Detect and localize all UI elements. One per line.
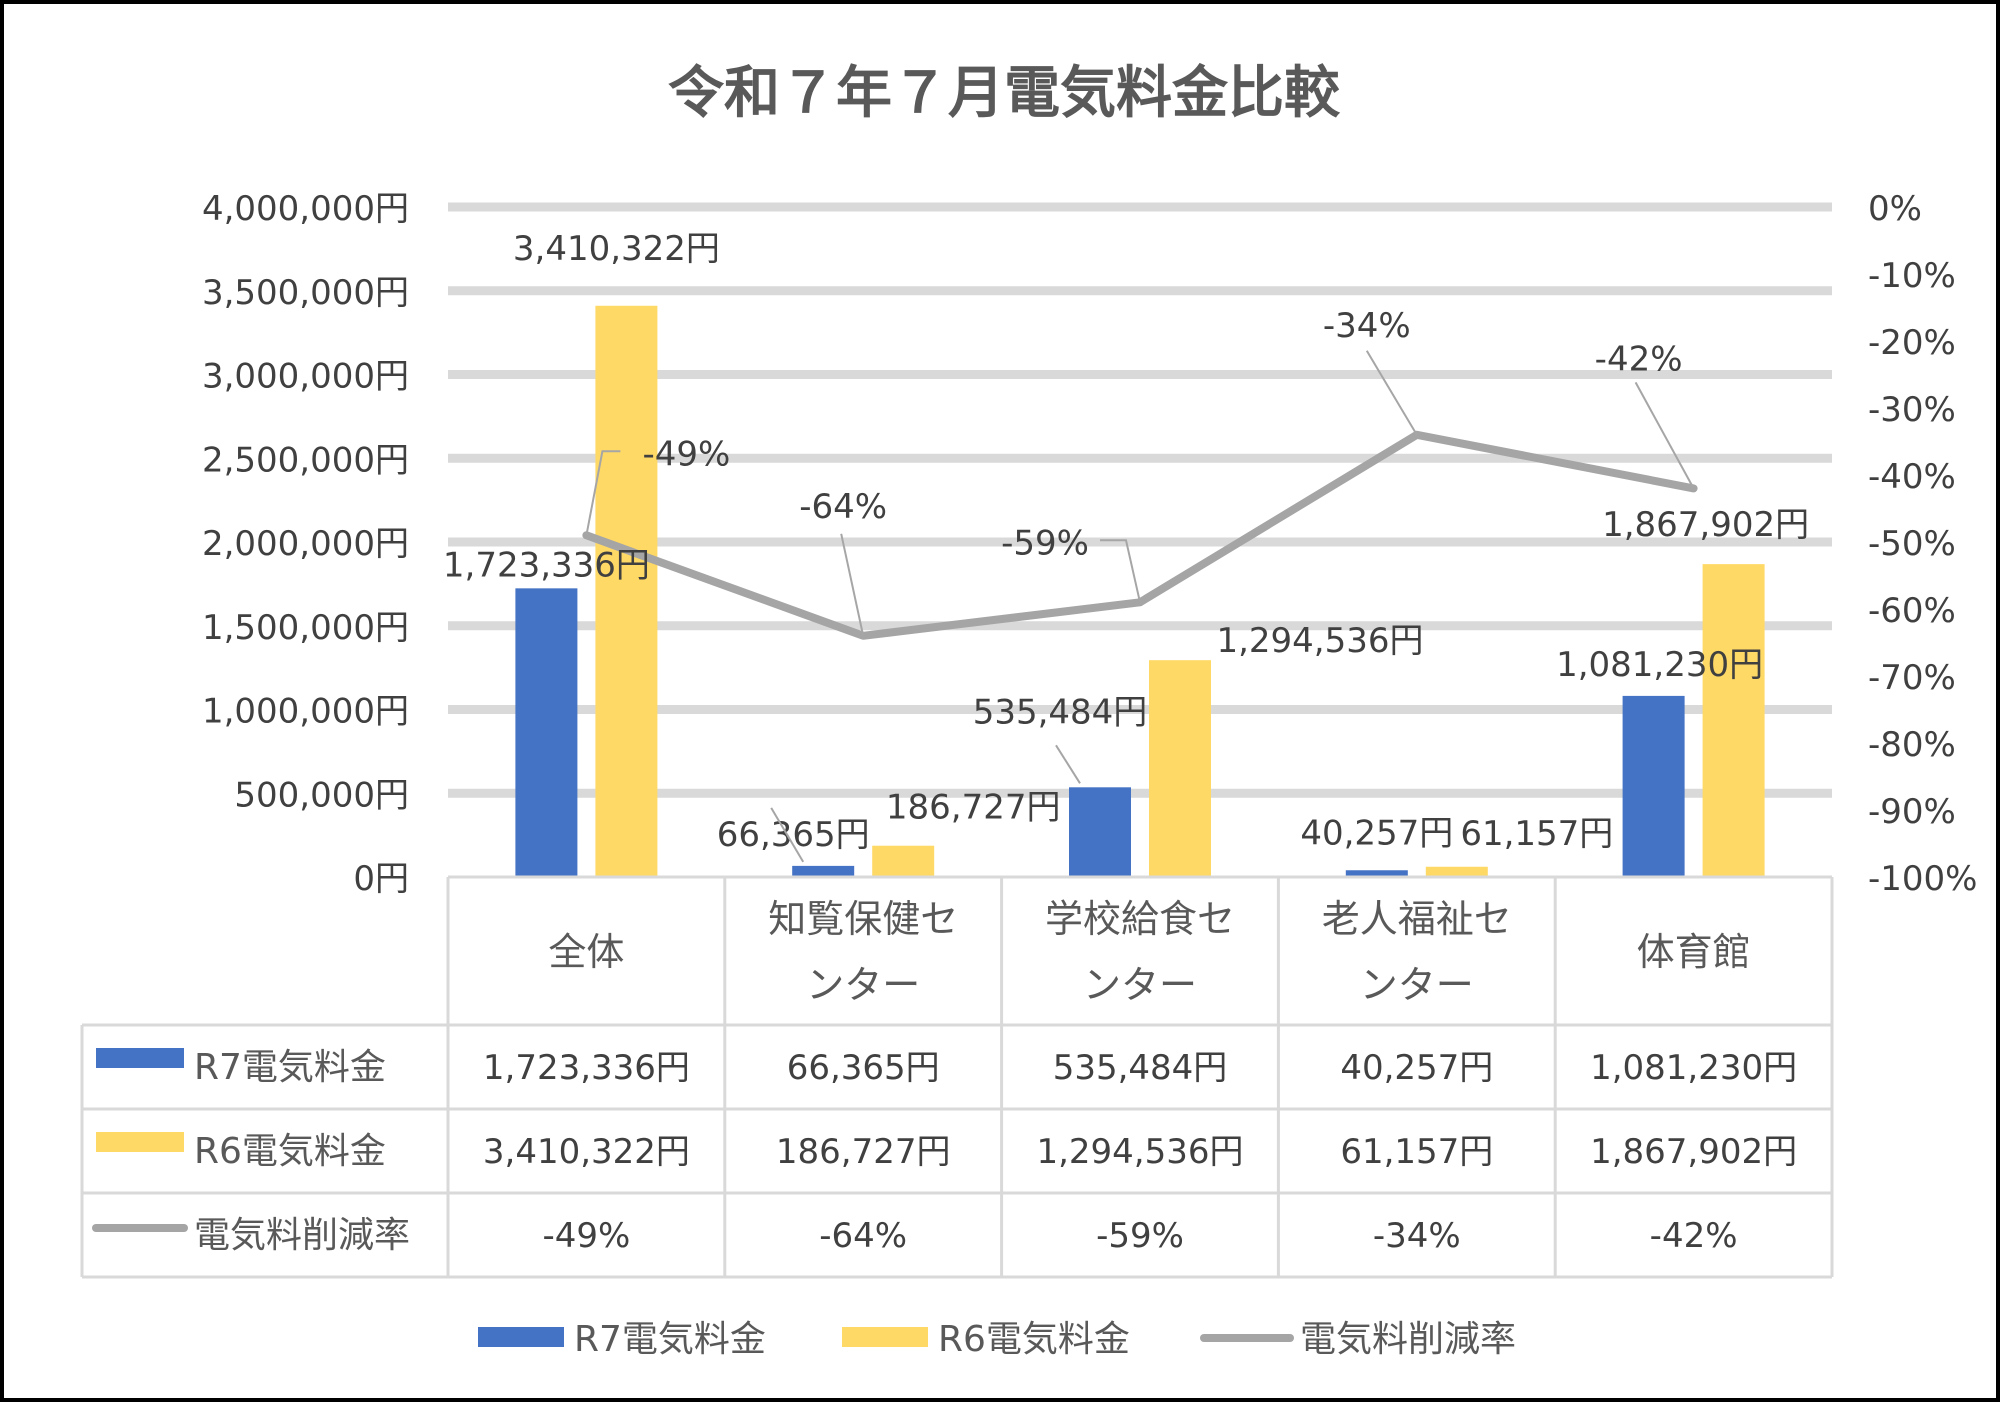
table-cell: -34%: [1373, 1216, 1461, 1256]
bar-data-label: 66,365円: [717, 815, 870, 855]
table-cell: -42%: [1650, 1216, 1738, 1256]
bar-data-label: 1,294,536円: [1216, 621, 1423, 661]
right-tick-label: -70%: [1868, 658, 1956, 698]
leader-line: [840, 533, 865, 637]
leader-line: [770, 807, 805, 863]
bar-r7: [1622, 695, 1685, 877]
left-tick-label: 4,000,000円: [202, 189, 409, 229]
data-labels: 1,723,336円 66,365円 535,484円 40,257円 1,081,23…: [443, 229, 1809, 863]
category-label: 老人福祉セ: [1322, 897, 1512, 941]
right-tick-label: -90%: [1868, 792, 1956, 832]
bar-data-label: 535,484円: [973, 692, 1148, 732]
legend-key: [842, 1327, 928, 1347]
chart-title: 令和７年７月電気料金比較: [668, 61, 1341, 126]
table-series-name: R7電気料金: [194, 1047, 386, 1088]
table-cell: 1,723,336円: [483, 1048, 690, 1088]
left-tick-label: 500,000円: [234, 775, 409, 815]
combo-chart: 令和７年７月電気料金比較 0円 500,000円 1,000,000円 1,500,0…: [80, 61, 1977, 1360]
line-data-label: -34%: [1323, 306, 1411, 346]
bar-r6: [872, 845, 935, 877]
table-cell: 66,365円: [787, 1048, 940, 1088]
legend-label: R7電気料金: [574, 1319, 766, 1360]
line-data-label: -42%: [1595, 339, 1683, 379]
bar-data-label: 3,410,322円: [513, 229, 720, 269]
bar-r7: [1069, 787, 1131, 877]
line-data-label: -49%: [642, 434, 730, 474]
category-label: ンター: [806, 963, 920, 1007]
line-data-label: -59%: [1001, 523, 1089, 563]
right-tick-label: 0%: [1868, 189, 1922, 229]
table-cell: 61,157円: [1340, 1132, 1493, 1172]
table-series-name: 電気料削減率: [194, 1215, 410, 1256]
category-label: 学校給食セ: [1045, 897, 1235, 941]
left-tick-label: 2,500,000円: [202, 440, 409, 480]
line-data-label: -64%: [799, 487, 887, 527]
leader-line: [1055, 744, 1081, 784]
table-cell: -49%: [542, 1216, 630, 1256]
right-tick-label: -40%: [1868, 457, 1956, 497]
category-label: 全体: [548, 930, 624, 974]
bars: [515, 305, 1765, 877]
leader-line: [1365, 350, 1418, 436]
legend: R7電気料金 R6電気料金 電気料削減率: [478, 1319, 1516, 1360]
table-legend-key: [96, 1048, 184, 1068]
category-label: ンター: [1360, 963, 1474, 1007]
bar-data-label: 1,723,336円: [443, 545, 650, 585]
table-cell: 40,257円: [1340, 1048, 1493, 1088]
bar-r7: [515, 588, 578, 877]
table-series-name: R6電気料金: [194, 1131, 386, 1172]
right-tick-label: -30%: [1868, 390, 1956, 430]
bar-data-label: 186,727円: [886, 788, 1061, 828]
right-axis: -100% -90% -80% -70% -60% -50% -40% -30% -20% -10…: [1868, 189, 1977, 899]
bar-data-label: 61,157円: [1460, 814, 1613, 854]
bar-r6: [1149, 660, 1211, 877]
bar-r7: [1345, 870, 1408, 877]
right-tick-label: -80%: [1868, 725, 1956, 765]
table-cell: -59%: [1096, 1216, 1184, 1256]
category-label: ンター: [1083, 963, 1197, 1007]
right-tick-label: -60%: [1868, 591, 1956, 631]
leader-line: [1634, 381, 1695, 489]
reduction-rate-line: [582, 430, 1698, 640]
table-cell: 186,727円: [776, 1132, 951, 1172]
leader-line: [1100, 539, 1141, 603]
leader-line: [585, 450, 621, 536]
left-tick-label: 2,000,000円: [202, 524, 409, 564]
reduction-line: [582, 430, 1698, 640]
bar-data-label: 1,081,230円: [1556, 645, 1763, 685]
category-label: 体育館: [1637, 930, 1751, 974]
right-tick-label: -100%: [1868, 859, 1977, 899]
bar-r6: [595, 305, 658, 877]
table-cell: -64%: [819, 1216, 907, 1256]
right-tick-label: -50%: [1868, 524, 1956, 564]
right-tick-label: -10%: [1868, 256, 1956, 296]
bar-data-label: 40,257円: [1300, 813, 1453, 853]
table-cell: 535,484円: [1053, 1048, 1228, 1088]
bar-r7: [792, 865, 855, 877]
table-cell: 3,410,322円: [483, 1132, 690, 1172]
left-tick-label: 3,500,000円: [202, 273, 409, 313]
right-tick-label: -20%: [1868, 323, 1956, 363]
table-cell: 1,294,536円: [1036, 1132, 1243, 1172]
left-tick-label: 1,500,000円: [202, 608, 409, 648]
legend-label: R6電気料金: [938, 1319, 1130, 1360]
table-cell: 1,081,230円: [1590, 1048, 1797, 1088]
bar-r6: [1425, 866, 1488, 877]
category-label: 知覧保健セ: [768, 897, 958, 941]
left-tick-label: 3,000,000円: [202, 357, 409, 397]
table-legend-key: [96, 1132, 184, 1152]
left-axis: 0円 500,000円 1,000,000円 1,500,000円 2,000,000円…: [202, 189, 409, 899]
table-cell: 1,867,902円: [1590, 1132, 1797, 1172]
left-tick-label: 0円: [353, 859, 409, 899]
legend-key: [478, 1327, 564, 1347]
legend-label: 電気料削減率: [1300, 1319, 1516, 1360]
bar-r6: [1702, 564, 1765, 877]
bar-data-label: 1,867,902円: [1602, 505, 1809, 545]
gridlines: [448, 202, 1832, 798]
left-tick-label: 1,000,000円: [202, 692, 409, 732]
